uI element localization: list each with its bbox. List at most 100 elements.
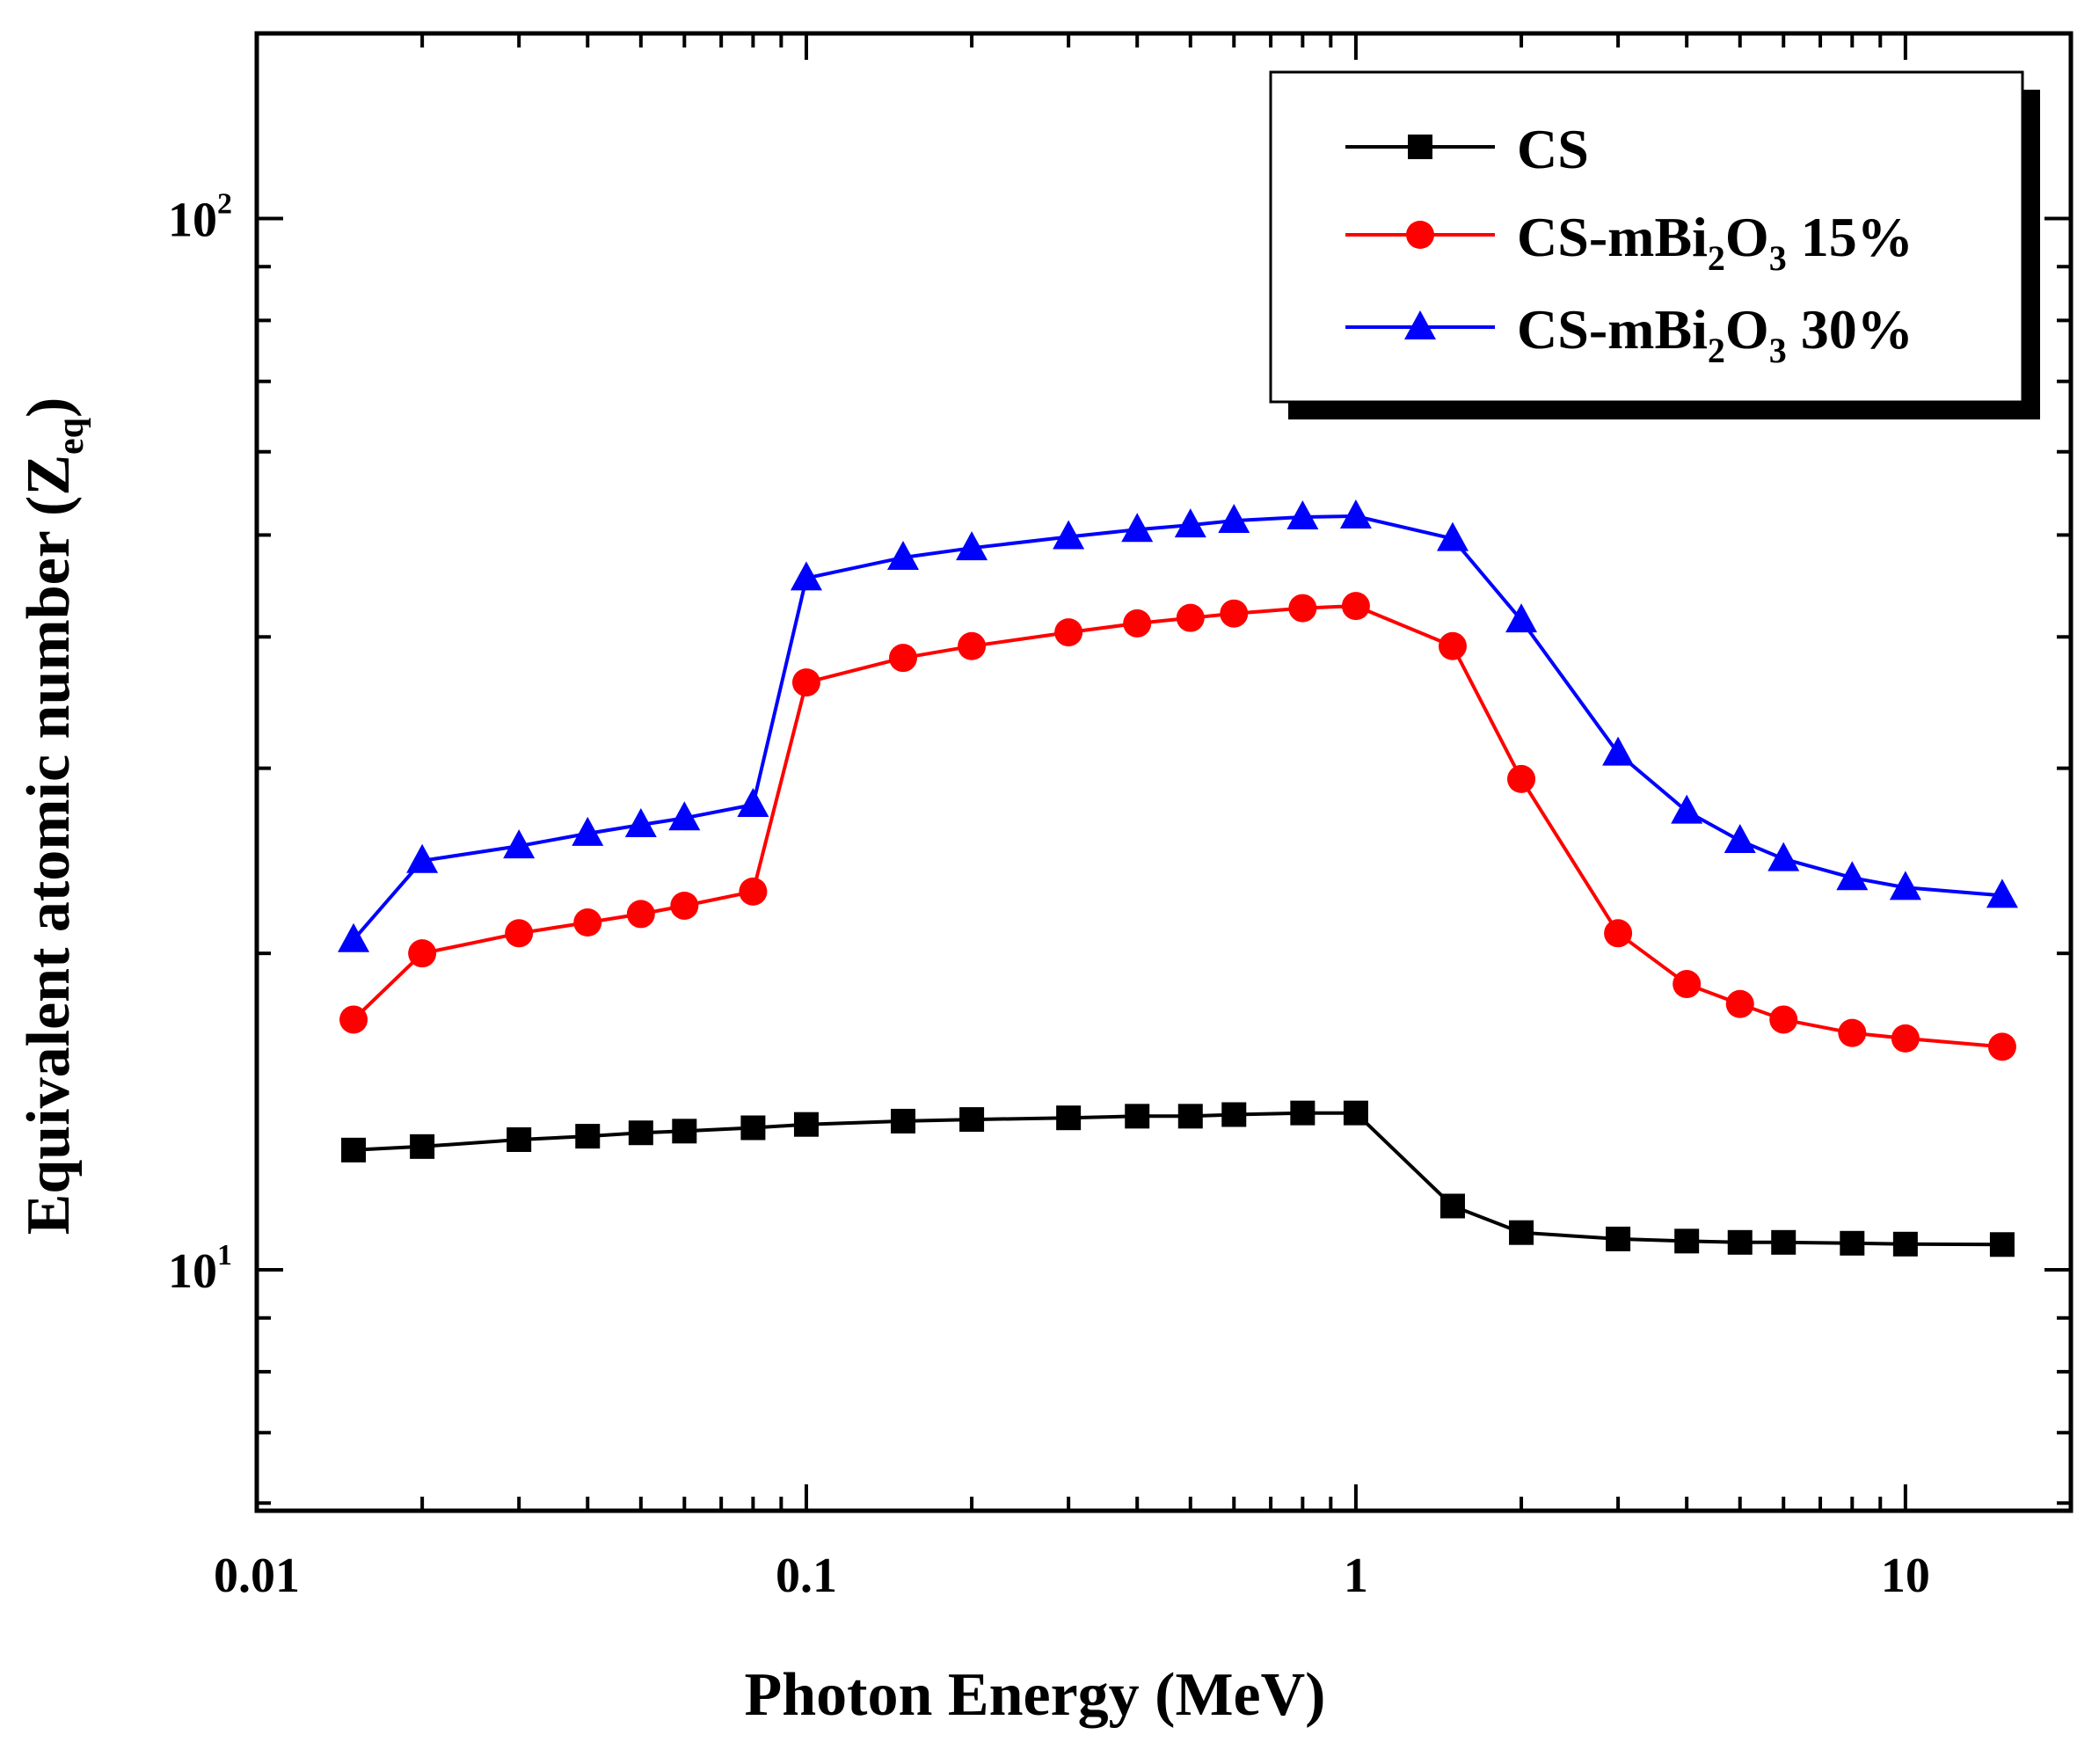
data-point (739, 877, 768, 906)
data-point (1673, 970, 1702, 999)
data-point (959, 1107, 985, 1133)
y-tick-label: 102 (168, 188, 232, 248)
data-point (1121, 513, 1154, 543)
data-point (1671, 794, 1703, 824)
data-point (1727, 1229, 1753, 1255)
series-line (352, 514, 2003, 942)
data-point (1674, 1228, 1700, 1254)
data-point (1889, 871, 1921, 900)
data-point (1288, 594, 1317, 623)
data-point (1606, 1226, 1631, 1251)
data-point (889, 644, 918, 673)
data-point (793, 1112, 819, 1137)
data-point (341, 1137, 367, 1163)
data-point (626, 900, 655, 929)
data-point (575, 1124, 601, 1149)
series-line (352, 604, 2003, 1049)
data-point (956, 531, 988, 561)
y-tick-label: 101 (168, 1239, 232, 1299)
plot-frame (254, 31, 2073, 1513)
legend-label-part: O (1725, 206, 1769, 268)
data-point (1341, 592, 1370, 621)
data-point (1056, 1105, 1082, 1131)
data-point (668, 801, 701, 831)
data-point (1054, 618, 1083, 647)
data-point (1507, 764, 1536, 793)
legend-label-subscript: 2 (1708, 331, 1725, 370)
data-point (790, 561, 822, 591)
legend-label-subscript: 3 (1769, 331, 1787, 370)
data-point (1989, 1232, 2015, 1257)
data-point (1177, 1104, 1203, 1129)
data-point (1891, 1024, 1920, 1053)
data-point (1892, 1231, 1918, 1257)
legend-box (1269, 70, 2024, 404)
data-point (737, 788, 769, 818)
x-axis-label: Photon Energy (MeV) (744, 1661, 1325, 1729)
series-3 (338, 499, 2018, 952)
data-point (1771, 1229, 1797, 1255)
series-line (353, 1111, 2002, 1247)
data-point (339, 1005, 368, 1034)
data-point (1286, 500, 1319, 530)
legend-label-part: CS-mBi (1517, 206, 1708, 268)
data-point (958, 631, 987, 660)
data-point (624, 808, 657, 838)
x-tick-label: 1 (1344, 1549, 1368, 1603)
data-point (887, 540, 920, 570)
legend-label-part: CS-mBi (1517, 298, 1708, 361)
data-point (791, 668, 820, 697)
legend-label-part: O (1725, 298, 1769, 361)
legend-label-part: CS (1517, 118, 1589, 180)
legend-label: CS (1517, 118, 1589, 180)
legend-marker (1406, 221, 1434, 249)
y-tick-label-base: 10 (168, 193, 217, 248)
data-point (408, 939, 437, 968)
series-1 (341, 1100, 2015, 1257)
data-point (410, 1133, 435, 1159)
legend-label-subscript: 2 (1708, 238, 1725, 278)
data-point (1725, 989, 1754, 1018)
y-tick-label-exponent: 1 (217, 1239, 232, 1272)
x-tick-label: 0.1 (776, 1549, 837, 1603)
data-point (1053, 520, 1085, 550)
legend-marker (1408, 135, 1432, 159)
data-point (1986, 878, 2018, 908)
data-point (1439, 1193, 1465, 1219)
series-group (338, 499, 2018, 1257)
data-point (1604, 919, 1633, 948)
data-point (1505, 603, 1538, 633)
data-point (670, 891, 699, 920)
data-point (1987, 1032, 2016, 1061)
legend-label: CS-mBi2O3 15% (1517, 206, 1913, 278)
y-axis-label-subscript: eq (51, 418, 91, 455)
legend-marker (1404, 310, 1436, 339)
data-point (1602, 736, 1635, 766)
data-point (1218, 504, 1250, 534)
x-tick-label: 0.01 (214, 1549, 300, 1603)
legend-label: CS-mBi2O3 30% (1517, 298, 1913, 370)
data-point (573, 908, 602, 937)
y-axis-label: Equivalent atomic number (Zeq) (15, 397, 91, 1236)
data-point (503, 829, 536, 859)
data-point (1123, 609, 1152, 638)
data-point (1343, 1100, 1368, 1126)
legend-label-subscript: 3 (1769, 238, 1787, 278)
data-point (1509, 1220, 1534, 1245)
data-point (1769, 1005, 1798, 1034)
data-point (672, 1119, 697, 1144)
data-point (1438, 631, 1467, 660)
data-point (572, 816, 604, 846)
data-point (1221, 1102, 1247, 1127)
data-point (1838, 1018, 1867, 1047)
legend-label-part: 30% (1787, 298, 1913, 361)
data-point (891, 1108, 916, 1133)
y-axis-label-main: Equivalent atomic number (Z (15, 455, 83, 1235)
data-point (1220, 599, 1249, 628)
x-tick-label: 10 (1881, 1549, 1930, 1603)
data-point (1339, 499, 1372, 529)
data-point (1724, 823, 1756, 853)
